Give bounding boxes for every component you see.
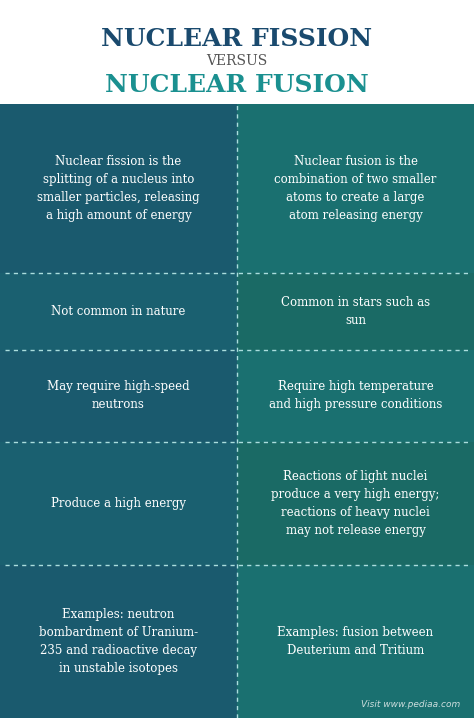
Bar <box>0 104 237 273</box>
Text: Not common in nature: Not common in nature <box>51 305 186 318</box>
Bar <box>0 442 237 564</box>
Text: Common in stars such as
sun: Common in stars such as sun <box>281 296 430 327</box>
Bar <box>237 350 474 442</box>
Text: Nuclear fusion is the
combination of two smaller
atoms to create a large
atom re: Nuclear fusion is the combination of two… <box>274 155 437 222</box>
Text: VERSUS: VERSUS <box>206 54 268 68</box>
Text: Require high temperature
and high pressure conditions: Require high temperature and high pressu… <box>269 381 442 411</box>
Bar <box>0 564 237 718</box>
Text: Reactions of light nuclei
produce a very high energy;
reactions of heavy nuclei
: Reactions of light nuclei produce a very… <box>271 470 440 536</box>
Text: May require high-speed
neutrons: May require high-speed neutrons <box>47 381 190 411</box>
Bar <box>0 273 237 350</box>
Text: NUCLEAR FUSION: NUCLEAR FUSION <box>105 73 369 97</box>
Text: Produce a high energy: Produce a high energy <box>51 497 186 510</box>
Text: Visit www.pediaa.com: Visit www.pediaa.com <box>361 700 460 709</box>
Bar <box>237 273 474 350</box>
Text: Examples: neutron
bombardment of Uranium-
235 and radioactive decay
in unstable : Examples: neutron bombardment of Uranium… <box>39 607 198 675</box>
Bar <box>237 564 474 718</box>
Bar <box>237 104 474 273</box>
Text: Examples: fusion between
Deuterium and Tritium: Examples: fusion between Deuterium and T… <box>277 626 434 657</box>
Text: NUCLEAR FISSION: NUCLEAR FISSION <box>101 27 373 52</box>
Text: Nuclear fission is the
splitting of a nucleus into
smaller particles, releasing
: Nuclear fission is the splitting of a nu… <box>37 155 200 222</box>
Bar <box>237 442 474 564</box>
Bar <box>0 350 237 442</box>
